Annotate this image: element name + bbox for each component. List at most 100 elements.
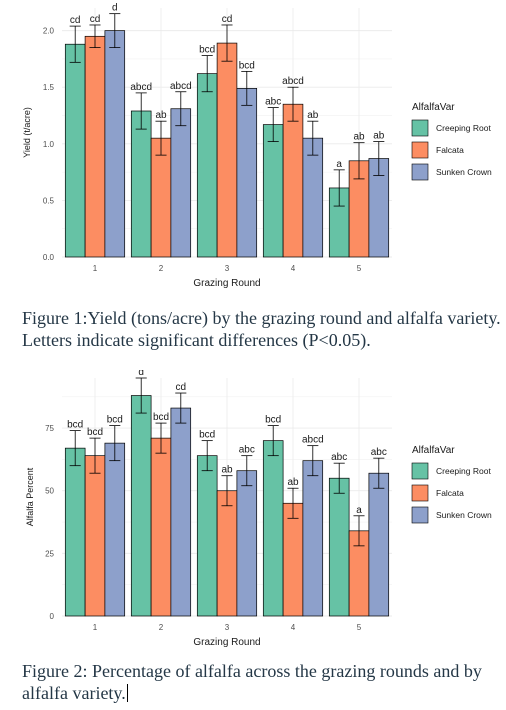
bar	[328, 477, 350, 617]
bar	[302, 137, 324, 258]
x-tick-label: 3	[225, 264, 230, 273]
y-tick-label: 75	[45, 424, 54, 433]
bar	[236, 88, 258, 258]
significance-letter: d	[138, 370, 144, 378]
significance-letter: ab	[287, 477, 299, 488]
bar	[282, 103, 304, 258]
x-tick-label: 2	[159, 623, 164, 632]
x-tick-label: 2	[159, 264, 164, 273]
legend-label: Creeping Root	[436, 466, 491, 476]
bar	[84, 35, 106, 258]
legend-label: Falcata	[436, 145, 464, 155]
y-tick-label: 1.5	[43, 83, 55, 92]
x-axis-title: Grazing Round	[193, 278, 260, 289]
text-cursor	[126, 684, 128, 702]
y-tick-label: 0.0	[43, 253, 55, 262]
legend-label: Creeping Root	[436, 123, 491, 133]
bar	[150, 137, 172, 258]
significance-letter: bcd	[199, 430, 215, 441]
x-tick-label: 1	[93, 264, 98, 273]
significance-letter: abcd	[282, 76, 304, 87]
significance-letter: bcd	[239, 60, 255, 71]
alfalfa-percent-chart: 0 25 50 75 bcd d bcd bcd abc bcd bcd ab ab a bcd cd abc a…	[0, 370, 506, 655]
yield-chart-svg: 0.00.51.01.52.0cdabcdbcdabcacdabcdabcdab…	[22, 3, 492, 289]
legend-key	[411, 163, 429, 181]
bar	[170, 108, 192, 258]
legend-label: Sunken Crown	[436, 510, 492, 520]
legend-title: AlfalfaVar	[412, 445, 455, 456]
bar	[104, 442, 126, 617]
x-tick-label: 5	[357, 264, 362, 273]
significance-letter: ab	[307, 110, 319, 121]
significance-letter: a	[356, 505, 362, 516]
y-axis-title: Yield (t/acre)	[22, 107, 32, 158]
bar	[368, 472, 390, 617]
legend-key	[411, 484, 429, 502]
significance-letter: bcd	[153, 412, 169, 423]
y-tick-label: 0.5	[43, 196, 55, 205]
figure1-caption: Figure 1:Yield (tons/acre) by the grazin…	[22, 308, 501, 350]
significance-letter: bcd	[199, 45, 215, 56]
significance-letter: cd	[176, 382, 187, 393]
significance-letter: d	[112, 3, 118, 14]
bar	[282, 502, 304, 617]
significance-letter: abc	[331, 452, 347, 463]
significance-letter: abcd	[302, 435, 324, 446]
bar	[64, 447, 86, 617]
significance-letter: cd	[90, 14, 101, 25]
y-axis-title: Alfalfa Percent	[25, 467, 35, 526]
significance-letter: abc	[239, 445, 255, 456]
significance-letter: abcd	[130, 82, 152, 93]
bar	[216, 490, 238, 617]
significance-letter: ab	[221, 465, 233, 476]
bar	[104, 30, 126, 258]
bar	[84, 455, 106, 617]
x-tick-label: 1	[93, 623, 98, 632]
bar	[150, 437, 172, 617]
significance-letter: a	[336, 159, 342, 170]
bar	[196, 73, 218, 258]
significance-letter: ab	[155, 110, 167, 121]
bar	[262, 124, 284, 258]
bar	[64, 43, 86, 258]
bar	[216, 42, 238, 258]
legend-label: Sunken Crown	[436, 167, 492, 177]
bar	[130, 395, 152, 617]
x-tick-label: 3	[225, 623, 230, 632]
bar	[170, 407, 192, 617]
bar	[196, 455, 218, 617]
figure2-caption-text: Figure 2: Percentage of alfalfa across t…	[22, 661, 482, 703]
x-tick-label: 5	[357, 623, 362, 632]
significance-letter: bcd	[87, 427, 103, 438]
significance-letter: abc	[371, 447, 387, 458]
legend-key	[411, 119, 429, 137]
significance-letter: cd	[70, 15, 81, 26]
significance-letter: cd	[222, 14, 233, 25]
significance-letter: bcd	[107, 415, 123, 426]
significance-letter: ab	[353, 132, 365, 143]
x-tick-label: 4	[291, 264, 296, 273]
significance-letter: abcd	[170, 81, 192, 92]
y-tick-label: 50	[45, 487, 54, 496]
legend-key	[411, 141, 429, 159]
significance-letter: abc	[265, 97, 281, 108]
legend-key	[411, 462, 429, 480]
yield-chart: 0.0 0.5 1.0 1.5 2.0 cd abcd bcd abc a cd ab cd abcd ab…	[0, 0, 506, 300]
x-tick-label: 4	[291, 623, 296, 632]
y-tick-label: 0	[50, 612, 55, 621]
figure2-caption: Figure 2: Percentage of alfalfa across t…	[22, 660, 502, 704]
bar	[236, 470, 258, 617]
x-axis-title: Grazing Round	[193, 637, 260, 648]
significance-letter: bcd	[67, 420, 83, 431]
legend-key	[411, 506, 429, 524]
legend-title: AlfalfaVar	[412, 102, 455, 113]
bar	[262, 440, 284, 617]
y-tick-label: 25	[45, 549, 54, 558]
significance-letter: bcd	[265, 415, 281, 426]
bar	[302, 460, 324, 617]
bar	[130, 110, 152, 258]
y-tick-label: 1.0	[43, 140, 55, 149]
legend-label: Falcata	[436, 488, 464, 498]
significance-letter: ab	[373, 131, 385, 142]
